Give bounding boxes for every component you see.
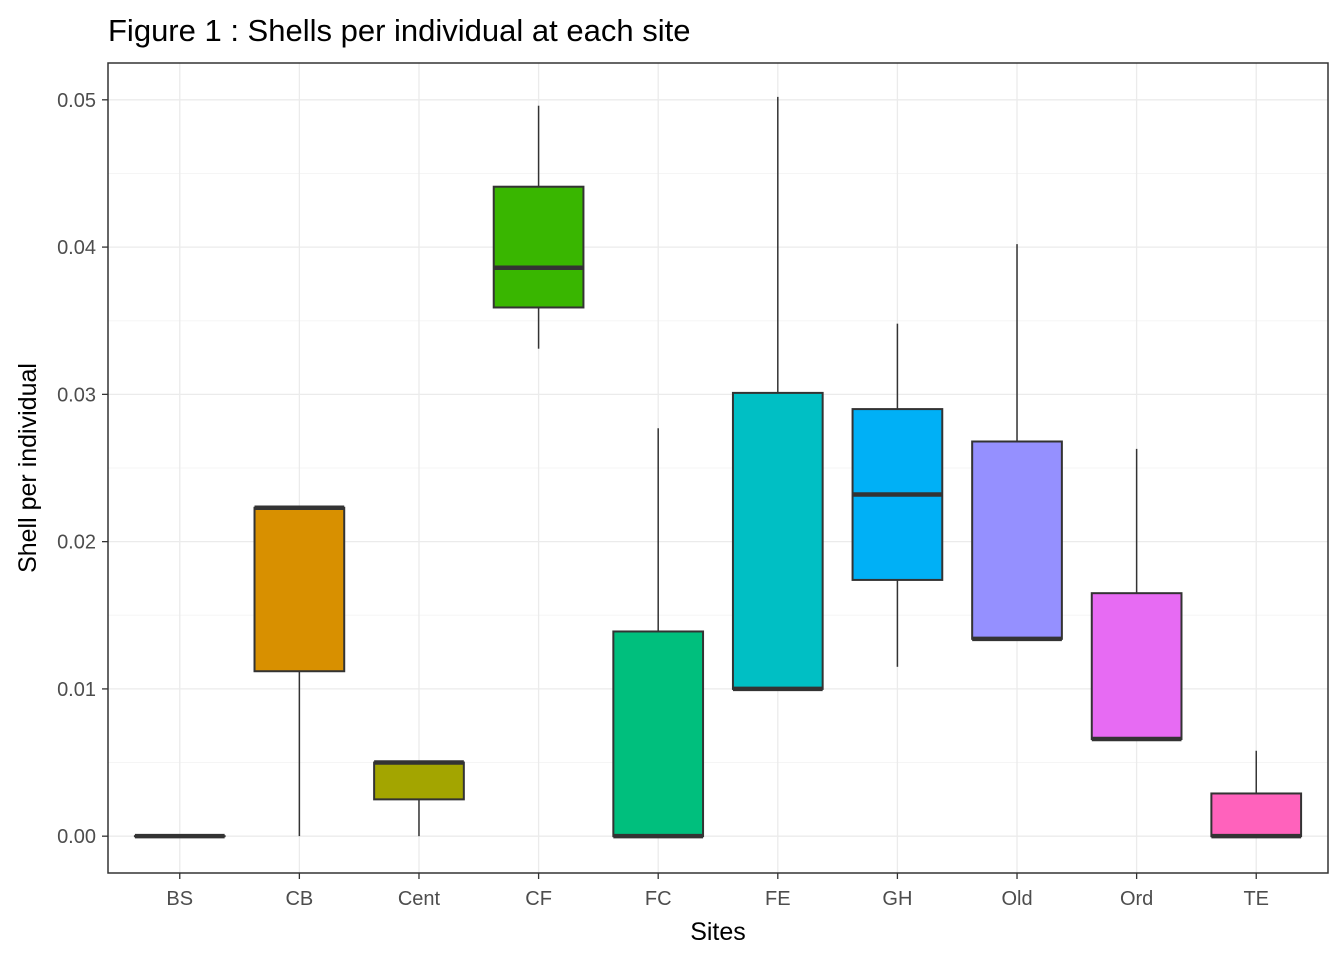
box-cb: [253, 505, 346, 837]
box-iqr: [1090, 592, 1183, 740]
box-fc: [612, 428, 705, 839]
box-cent: [373, 760, 465, 837]
x-tick-label: Ord: [1120, 888, 1153, 910]
x-tick-label: CF: [525, 888, 552, 910]
x-tick-label: CB: [285, 888, 313, 910]
chart-title: Figure 1 : Shells per individual at each…: [108, 13, 690, 48]
panel-border: [107, 62, 1329, 874]
box-iqr: [612, 630, 705, 838]
x-tick-label: Old: [1001, 888, 1032, 910]
y-tick-label: 0.00: [57, 826, 96, 848]
box-gh: [851, 323, 944, 667]
x-tick-label: FE: [765, 888, 791, 910]
box-iqr: [253, 506, 346, 673]
box-fe: [731, 96, 824, 692]
x-axis-title: Sites: [690, 918, 746, 946]
box-iqr: [1210, 792, 1303, 838]
y-tick-label: 0.05: [57, 90, 96, 112]
y-axis: 0.00 0.01 0.02 0.03 0.04 0.05: [57, 90, 108, 848]
y-tick-label: 0.02: [57, 532, 96, 554]
y-axis-title: Shell per individual: [14, 363, 42, 573]
x-tick-label: FC: [645, 888, 672, 910]
boxes: [133, 96, 1303, 839]
box-iqr: [971, 440, 1063, 640]
box-old: [971, 244, 1063, 642]
x-tick-label: BS: [166, 888, 193, 910]
box-ord: [1090, 448, 1183, 742]
x-tick-label: Cent: [398, 888, 441, 910]
box-te: [1210, 750, 1303, 839]
y-tick-label: 0.03: [57, 384, 96, 406]
x-axis: BS CB Cent CF FC FE GH Old Ord TE: [166, 873, 1269, 910]
grid-lines: [108, 63, 1328, 873]
x-tick-label: GH: [882, 888, 912, 910]
box-cf: [492, 105, 585, 349]
plot-panel: [107, 62, 1329, 874]
box-iqr: [373, 761, 465, 801]
box-iqr: [731, 391, 824, 690]
x-tick-label: TE: [1243, 888, 1269, 910]
box-iqr: [492, 185, 585, 309]
y-tick-label: 0.01: [57, 679, 96, 701]
y-tick-label: 0.04: [57, 237, 96, 259]
